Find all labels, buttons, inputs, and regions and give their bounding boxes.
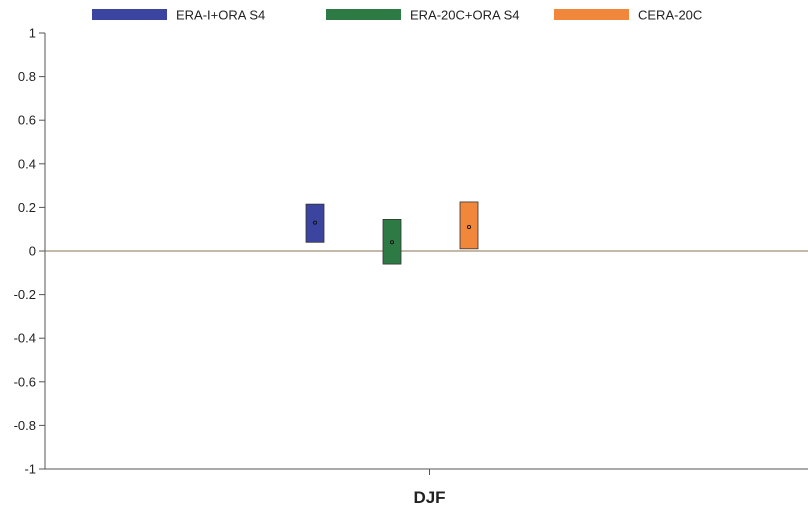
category-label: DJF — [413, 488, 445, 507]
range-bar — [305, 203, 325, 243]
center-marker — [389, 240, 395, 245]
legend-label: ERA-20C+ORA S4 — [410, 8, 519, 23]
center-marker — [312, 220, 318, 225]
y-tick-label: -0.2 — [14, 287, 36, 302]
legend: ERA-I+ORA S4 ERA-20C+ORA S4 CERA-20C — [92, 8, 702, 23]
legend-label: ERA-I+ORA S4 — [176, 8, 265, 23]
y-tick-label: -0.8 — [14, 418, 36, 433]
y-tick-label: -0.4 — [14, 331, 36, 346]
y-tick-label: 0 — [29, 244, 36, 259]
legend-swatch — [92, 9, 167, 20]
y-tick-label: 0.2 — [18, 200, 36, 215]
series-bars — [305, 201, 479, 265]
range-bar — [382, 218, 402, 265]
center-marker — [466, 224, 472, 230]
y-tick-label: -0.6 — [14, 374, 36, 389]
legend-swatch — [554, 9, 629, 20]
legend-label: CERA-20C — [638, 8, 702, 23]
y-axis: 1 0.8 0.6 0.4 0.2 0 -0.2 -0.4 -0.6 -0.8 -1 — [14, 26, 46, 477]
y-tick-label: 0.8 — [18, 69, 36, 84]
legend-swatch — [326, 9, 401, 20]
y-tick-label: 0.6 — [18, 113, 36, 128]
y-tick-label: 1 — [29, 26, 36, 41]
y-tick-label: 0.4 — [18, 156, 36, 171]
y-tick-label: -1 — [24, 462, 36, 477]
